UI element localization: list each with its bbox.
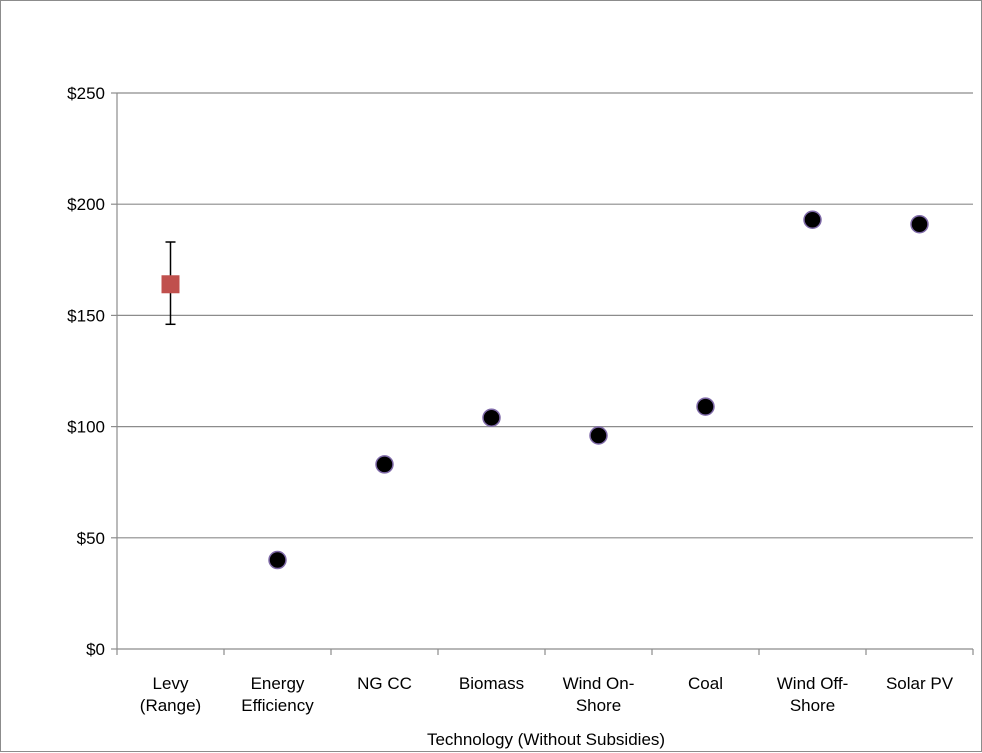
data-point-circle (696, 397, 715, 416)
x-tick-label: Coal (688, 674, 723, 693)
x-axis-title: Technology (Without Subsidies) (427, 730, 665, 749)
x-tick-label: Energy Efficiency (241, 674, 314, 715)
x-tick-label: Biomass (459, 674, 524, 693)
x-tick-label: Wind Off-Shore (777, 674, 848, 715)
axes (111, 92, 974, 655)
data-point-circle (268, 550, 287, 570)
data-point-circle (589, 426, 608, 445)
data-point-circle (482, 408, 501, 427)
y-tick-label: $0 (86, 640, 105, 659)
x-tick-label: Levy (Range) (140, 674, 201, 715)
data-point-square (161, 275, 180, 294)
y-tick-labels: $0 $50 $100 $150 $200 $250 (67, 84, 105, 659)
x-tick-label: NG CC (357, 674, 412, 693)
y-tick-label: $50 (77, 529, 105, 548)
x-tick-label: Wind On-Shore (563, 674, 635, 715)
data-point-circle (375, 455, 394, 474)
x-tick-labels: Levy (Range) Energy Efficiency NG CC Biomass W… (140, 674, 954, 715)
data-point-circle (910, 214, 929, 234)
data-point-circle (803, 210, 822, 230)
x-tick-label: Solar PV (886, 674, 954, 693)
y-tick-label: $250 (67, 84, 105, 103)
data-markers (161, 210, 929, 570)
y-tick-label: $100 (67, 418, 105, 437)
y-tick-label: $150 (67, 306, 105, 325)
gridlines (117, 92, 973, 539)
y-tick-label: $200 (67, 195, 105, 214)
